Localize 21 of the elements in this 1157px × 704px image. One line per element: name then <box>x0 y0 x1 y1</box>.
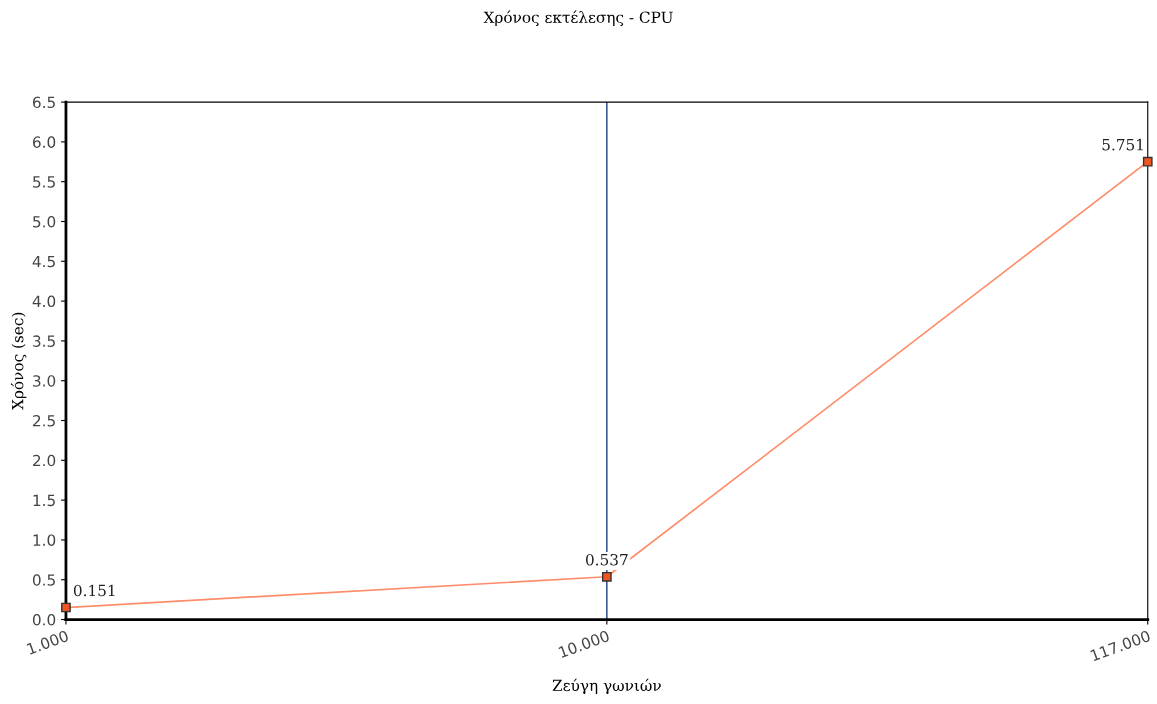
y-tick-label: 2.5 <box>33 414 55 427</box>
y-tick-label: 0.0 <box>32 613 56 626</box>
y-tick-label: 6.5 <box>33 96 55 109</box>
data-label: 5.751 <box>1102 138 1143 151</box>
y-tick-label: 1.0 <box>33 534 56 546</box>
y-tick-label: 3.5 <box>33 335 55 347</box>
y-tick-label: 5.0 <box>33 215 56 228</box>
y-tick-label: 0.5 <box>32 574 55 586</box>
y-tick-label: 2.0 <box>33 454 56 467</box>
y-tick-label: 5.5 <box>33 176 55 188</box>
data-label: 0.537 <box>585 553 628 566</box>
y-axis-title: Χρόνος (sec) <box>10 312 27 410</box>
y-tick-label: 1.5 <box>33 494 55 507</box>
x-tick-label: 1.000 <box>26 629 70 655</box>
y-tick-label: 4.0 <box>32 295 56 308</box>
y-tick-label: 4.5 <box>32 255 55 268</box>
x-axis-title: Ζεύγη γωνιών <box>552 678 661 695</box>
chart-title: Χρόνος εκτέλεσης - CPU <box>483 10 673 26</box>
y-tick-label: 3.0 <box>33 375 56 387</box>
y-tick-label: 6.0 <box>33 136 56 148</box>
data-label: 0.151 <box>73 584 115 597</box>
